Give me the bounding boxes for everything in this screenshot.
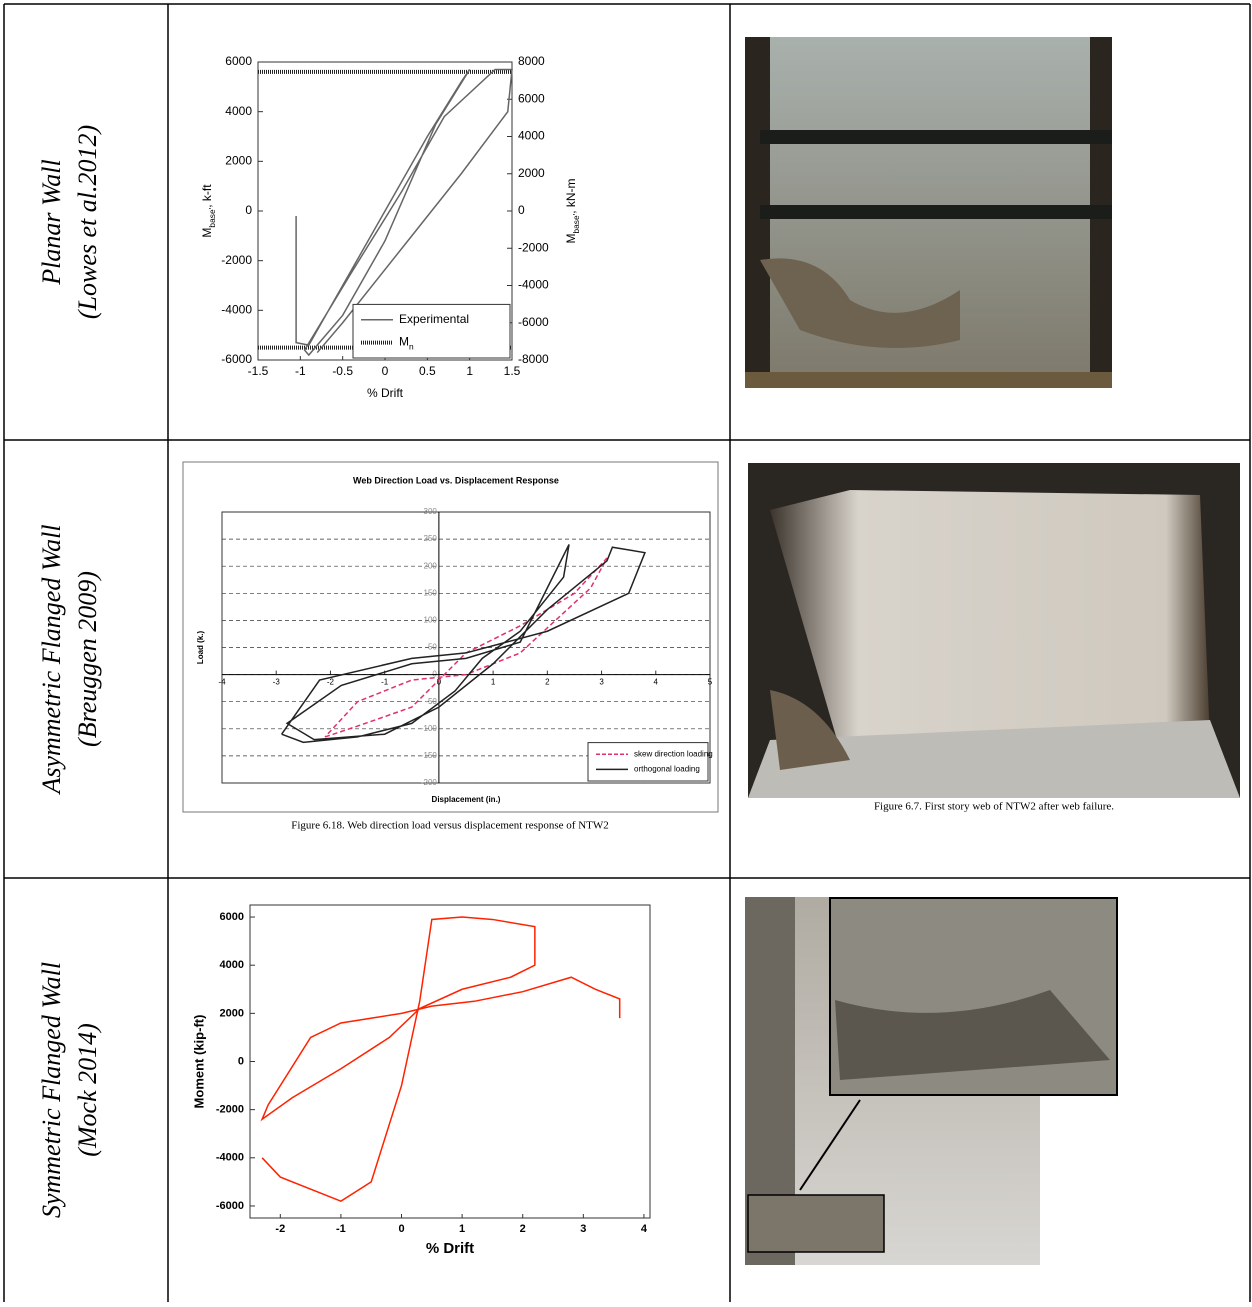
y-tick-label: 300 (424, 507, 438, 516)
y-tick-label: -200 (421, 778, 438, 787)
legend-box (352, 303, 511, 359)
axis-label: Moment (kip-ft) (191, 1015, 206, 1109)
y-tick-label: 4000 (225, 104, 252, 118)
x-tick-label: 1 (466, 364, 473, 378)
y2-tick-label: 4000 (518, 129, 545, 143)
y-tick-label: -2000 (221, 253, 252, 267)
row-label: Asymmetric Flanged Wall (37, 524, 66, 795)
y2-tick-label: 6000 (518, 91, 545, 105)
x-tick-label: -1 (295, 364, 306, 378)
axis-label: Mbase', k-ft (200, 184, 217, 238)
data-line (324, 557, 608, 738)
x-tick-label: -1 (381, 678, 389, 687)
photo (745, 897, 1118, 1265)
label-sub: n (409, 342, 414, 352)
row-label: Symmetric Flanged Wall (37, 962, 66, 1218)
x-axis-label: % Drift (367, 386, 404, 400)
x-tick-label: 1 (459, 1223, 465, 1235)
y-tick-label: 0 (245, 203, 252, 217)
data-line (260, 916, 621, 1202)
figure-caption: Figure 6.7. First story web of NTW2 afte… (874, 801, 1114, 813)
x-tick-label: 3 (580, 1223, 586, 1235)
x-tick-label: -4 (218, 678, 226, 687)
legend-label: orthogonal loading (634, 765, 700, 774)
y-tick-label: 6000 (220, 911, 244, 923)
x-axis-label: % Drift (426, 1240, 474, 1257)
x-tick-label: 0.5 (419, 364, 436, 378)
label-sub: base' (207, 207, 217, 227)
label-sub: base' (571, 213, 581, 233)
y-tick-label: -4000 (221, 303, 252, 317)
axis-label: Load (k.) (196, 631, 205, 665)
x-tick-label: 4 (654, 678, 659, 687)
legend-label: Mn (399, 335, 414, 352)
data-line (295, 68, 513, 357)
label-main: M (564, 234, 578, 244)
x-tick-label: 1.5 (504, 364, 521, 378)
y-tick-label: 250 (424, 534, 438, 543)
x-tick-label: 1 (491, 678, 496, 687)
y-tick-label: 2000 (225, 154, 252, 168)
legend-label: skew direction loading (634, 749, 713, 758)
chart-title: Web Direction Load vs. Displacement Resp… (353, 475, 559, 485)
y-tick-label: -50 (425, 697, 437, 706)
x-tick-label: 5 (708, 678, 713, 687)
y-tick-label: 100 (424, 616, 438, 625)
y-tick-label: -2000 (216, 1104, 244, 1116)
x-tick-label: 4 (641, 1223, 648, 1235)
row-label: (Lowes et al.2012) (73, 125, 102, 319)
y-tick-label: 200 (424, 561, 438, 570)
x-tick-label: -1 (336, 1223, 346, 1235)
x-tick-label: 0 (382, 364, 389, 378)
x-tick-label: -2 (327, 678, 335, 687)
table-borders (3, 3, 1251, 1302)
y-tick-label: -6000 (216, 1200, 244, 1212)
legend-label: Experimental (399, 312, 469, 326)
y2-tick-label: -2000 (518, 240, 549, 254)
row-label: (Breuggen 2009) (73, 571, 102, 747)
data-line (281, 544, 646, 744)
y-tick-label: -150 (421, 751, 438, 760)
y-tick-label: -100 (421, 724, 438, 733)
legend-box (587, 742, 709, 782)
plot-area (249, 904, 651, 1219)
y-tick-label: 2000 (220, 1007, 244, 1019)
photo (748, 463, 1240, 798)
y-tick-label: 0 (238, 1055, 244, 1067)
y2-tick-label: -6000 (518, 315, 549, 329)
y-tick-label: -6000 (221, 352, 252, 366)
x-tick-label: 2 (520, 1223, 526, 1235)
y2-tick-label: 0 (518, 203, 525, 217)
label-rest: , kN-m (564, 178, 578, 213)
x-tick-label: -1.5 (248, 364, 269, 378)
x-tick-label: -3 (273, 678, 281, 687)
x-tick-label: -0.5 (332, 364, 353, 378)
x-tick-label: 3 (599, 678, 604, 687)
photo (745, 37, 1112, 388)
label-main: M (399, 335, 409, 349)
y2-tick-label: -4000 (518, 278, 549, 292)
figure-caption: Figure 6.18. Web direction load versus d… (291, 820, 609, 832)
y2-tick-label: 2000 (518, 166, 545, 180)
y-tick-label: 50 (428, 643, 437, 652)
x-tick-label: 2 (545, 678, 550, 687)
label-rest: , k-ft (200, 184, 214, 208)
x-axis-label: Displacement (in.) (432, 795, 501, 804)
row-label: (Mock 2014) (73, 1023, 102, 1157)
row-label: Planar Wall (37, 159, 66, 285)
y2-tick-label: 8000 (518, 54, 545, 68)
y-tick-label: 6000 (225, 54, 252, 68)
x-tick-label: 0 (398, 1223, 404, 1235)
y-tick-label: 150 (424, 588, 438, 597)
x-tick-label: -2 (275, 1223, 285, 1235)
axis-label: Mbase', kN-m (564, 178, 581, 243)
y-tick-label: -4000 (216, 1152, 244, 1164)
y2-tick-label: -8000 (518, 352, 549, 366)
label-main: M (200, 228, 214, 238)
y-tick-label: 4000 (220, 959, 244, 971)
